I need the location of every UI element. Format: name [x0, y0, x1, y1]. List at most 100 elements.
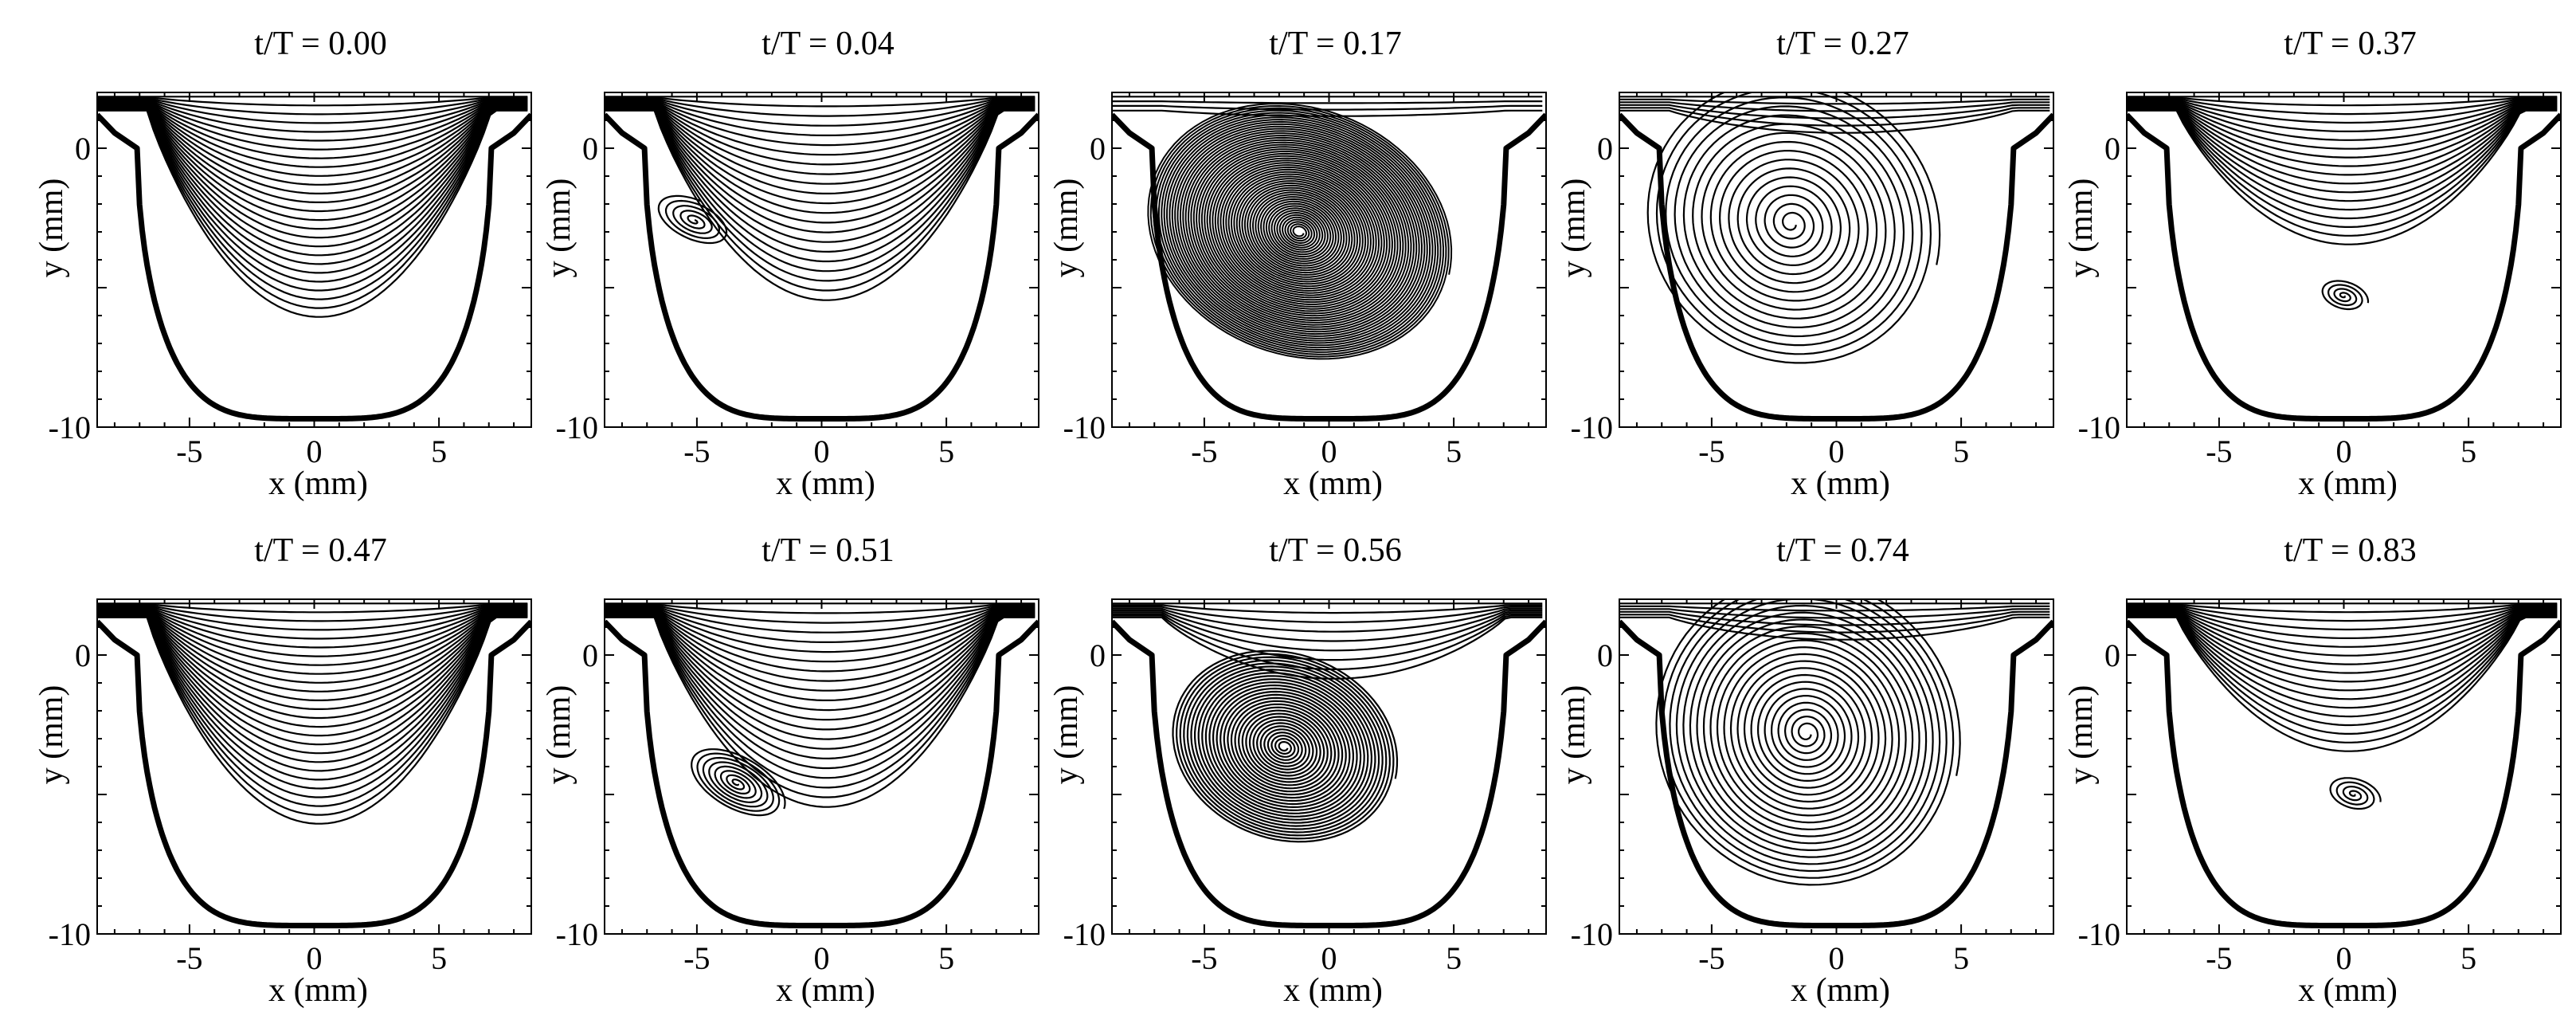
open-streamline	[2127, 615, 2558, 743]
open-streamline	[97, 105, 528, 248]
streamline-group	[1112, 602, 1543, 843]
x-tick-label: 0	[1829, 940, 1845, 976]
y-tick-label: 0	[1597, 637, 1613, 673]
tick-marks	[2127, 598, 2561, 935]
open-streamline	[97, 108, 528, 292]
open-streamline	[97, 98, 528, 142]
open-streamline	[97, 100, 528, 177]
x-tick-label: 0	[307, 940, 323, 976]
open-streamline	[97, 602, 528, 614]
vortex-streamline	[1147, 103, 1453, 360]
open-streamline	[605, 614, 1035, 770]
open-streamline	[605, 610, 1035, 712]
open-streamline	[605, 103, 1035, 205]
x-axis-label: x (mm)	[1283, 465, 1383, 502]
x-axis-label: x (mm)	[2298, 972, 2398, 1009]
x-tick-label: -5	[683, 433, 710, 469]
open-streamline	[605, 108, 1035, 282]
open-streamline	[2127, 100, 2558, 141]
tick-marks	[1112, 598, 1546, 935]
open-streamline	[2127, 108, 2558, 228]
open-streamline	[605, 102, 1035, 194]
y-axis-label: y (mm)	[33, 685, 70, 785]
x-tick-label: 0	[814, 433, 830, 469]
open-streamline	[605, 607, 1035, 682]
open-streamline	[2127, 603, 2558, 614]
tick-marks	[1619, 92, 2053, 428]
open-streamline	[97, 107, 528, 274]
x-tick-label: 5	[938, 940, 954, 976]
open-streamline	[605, 104, 1035, 233]
open-streamline	[605, 100, 1035, 166]
open-streamline	[97, 109, 528, 318]
open-streamline	[97, 609, 528, 711]
open-streamline	[97, 607, 528, 684]
open-streamline	[97, 606, 528, 657]
x-tick-label: 5	[1953, 433, 1969, 469]
open-streamline	[97, 614, 528, 798]
open-streamline	[2127, 616, 2558, 752]
open-streamline	[605, 612, 1035, 750]
streamline-group	[605, 96, 1035, 301]
open-streamline	[97, 615, 528, 807]
y-tick-label: -10	[1571, 916, 1613, 952]
open-streamline	[97, 603, 528, 622]
open-streamline	[97, 608, 528, 702]
open-streamline	[605, 604, 1035, 634]
open-streamline	[2127, 102, 2558, 167]
streamline-panel: -5 0 5 0 -10 x (mm) y (mm) t/T = 0.74	[1556, 532, 2054, 1009]
open-streamline	[97, 104, 528, 239]
x-tick-label: 0	[1829, 433, 1845, 469]
tick-marks	[97, 92, 531, 428]
streamline-group	[2127, 96, 2558, 311]
open-streamline	[605, 602, 1035, 614]
open-streamline	[97, 610, 528, 737]
y-tick-label: -10	[556, 916, 598, 952]
panel-title: t/T = 0.17	[1269, 25, 1401, 62]
tick-marks	[2127, 92, 2561, 428]
x-tick-label: 5	[2461, 433, 2476, 469]
open-streamline	[1112, 606, 1543, 624]
streamline-group	[1619, 599, 2050, 886]
open-streamline	[2127, 96, 2558, 107]
x-tick-label: 0	[307, 433, 323, 469]
open-streamline	[97, 615, 528, 816]
y-tick-label: 0	[582, 131, 598, 167]
y-axis-label: y (mm)	[541, 178, 577, 278]
streamline-panel: -5 0 5 0 -10 x (mm) y (mm) t/T = 0.17	[1048, 25, 1547, 502]
open-streamline	[97, 104, 528, 230]
x-tick-label: 5	[1953, 940, 1969, 976]
x-tick-label: 5	[431, 940, 447, 976]
vortex-streamline	[2329, 777, 2382, 810]
open-streamline	[605, 108, 1035, 273]
open-streamline	[2127, 97, 2558, 116]
open-streamline	[97, 611, 528, 755]
y-axis-label: y (mm)	[1556, 685, 1592, 785]
streamline-panel: -5 0 5 0 -10 x (mm) y (mm) t/T = 0.47	[33, 532, 532, 1009]
tick-marks	[605, 598, 1039, 935]
x-axis-label: x (mm)	[268, 972, 368, 1009]
open-streamline	[97, 614, 528, 781]
x-tick-label: 0	[814, 940, 830, 976]
open-streamline	[605, 610, 1035, 721]
panel-title: t/T = 0.47	[254, 532, 386, 569]
streamline-panel: -5 0 5 0 -10 x (mm) y (mm) t/T = 0.00	[33, 25, 532, 502]
open-streamline	[1619, 98, 2050, 105]
open-streamline	[605, 606, 1035, 653]
open-streamline	[605, 616, 1035, 808]
x-tick-label: -5	[1698, 940, 1725, 976]
x-tick-label: -5	[1191, 940, 1217, 976]
open-streamline	[605, 96, 1035, 117]
open-streamline	[97, 101, 528, 186]
open-streamline	[605, 603, 1035, 624]
open-streamline	[97, 610, 528, 728]
open-streamline	[605, 606, 1035, 663]
open-streamline	[605, 98, 1035, 136]
open-streamline	[1619, 101, 2050, 112]
streamline-group	[97, 602, 528, 825]
x-tick-label: 0	[1321, 940, 1337, 976]
open-streamline	[2127, 109, 2558, 245]
open-streamline	[605, 608, 1035, 692]
open-streamline	[605, 610, 1035, 731]
open-streamline	[97, 612, 528, 763]
